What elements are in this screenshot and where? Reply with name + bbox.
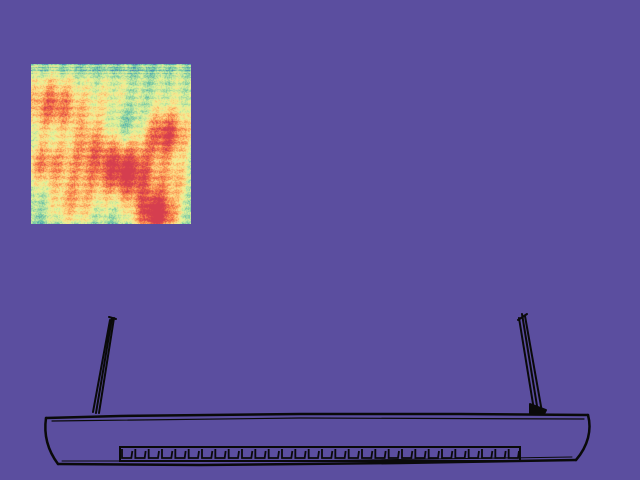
router-body-left	[44, 416, 60, 466]
ethernet-port	[427, 449, 440, 459]
ethernet-port	[134, 449, 147, 459]
left-antenna-tip	[108, 316, 117, 320]
port-strip-frame	[119, 446, 521, 462]
ethernet-port	[454, 449, 467, 459]
ethernet-port	[401, 449, 414, 459]
ethernet-port	[281, 449, 294, 459]
ethernet-port	[121, 449, 134, 459]
port-strip	[119, 446, 521, 462]
ethernet-port	[507, 449, 520, 459]
ethernet-port	[307, 449, 320, 459]
ethernet-port	[201, 449, 214, 459]
ethernet-port	[374, 449, 387, 459]
ethernet-port	[227, 449, 240, 459]
ethernet-port	[147, 449, 160, 459]
router-body-right	[574, 413, 591, 462]
ethernet-port	[214, 449, 227, 459]
left-antenna	[92, 317, 115, 414]
ethernet-port	[347, 449, 360, 459]
ethernet-port	[174, 449, 187, 459]
ethernet-port	[241, 449, 254, 459]
ethernet-port	[481, 449, 494, 459]
ethernet-port	[414, 449, 427, 459]
ethernet-port	[494, 449, 507, 459]
ethernet-port	[187, 449, 200, 459]
right-antenna	[518, 313, 543, 413]
ethernet-port	[387, 449, 400, 459]
ethernet-port	[467, 449, 480, 459]
ethernet-port	[254, 449, 267, 459]
ethernet-port	[334, 449, 347, 459]
router-body-top-inner	[51, 417, 585, 422]
ethernet-port	[361, 449, 374, 459]
right-antenna-base	[529, 403, 547, 415]
ethernet-port	[441, 449, 454, 459]
router-body-top	[44, 412, 590, 420]
ethernet-port	[267, 449, 280, 459]
heatmap-texture-image	[31, 64, 191, 224]
ethernet-port	[161, 449, 174, 459]
ethernet-port	[321, 449, 334, 459]
ethernet-port	[294, 449, 307, 459]
right-antenna-tip	[517, 313, 528, 321]
